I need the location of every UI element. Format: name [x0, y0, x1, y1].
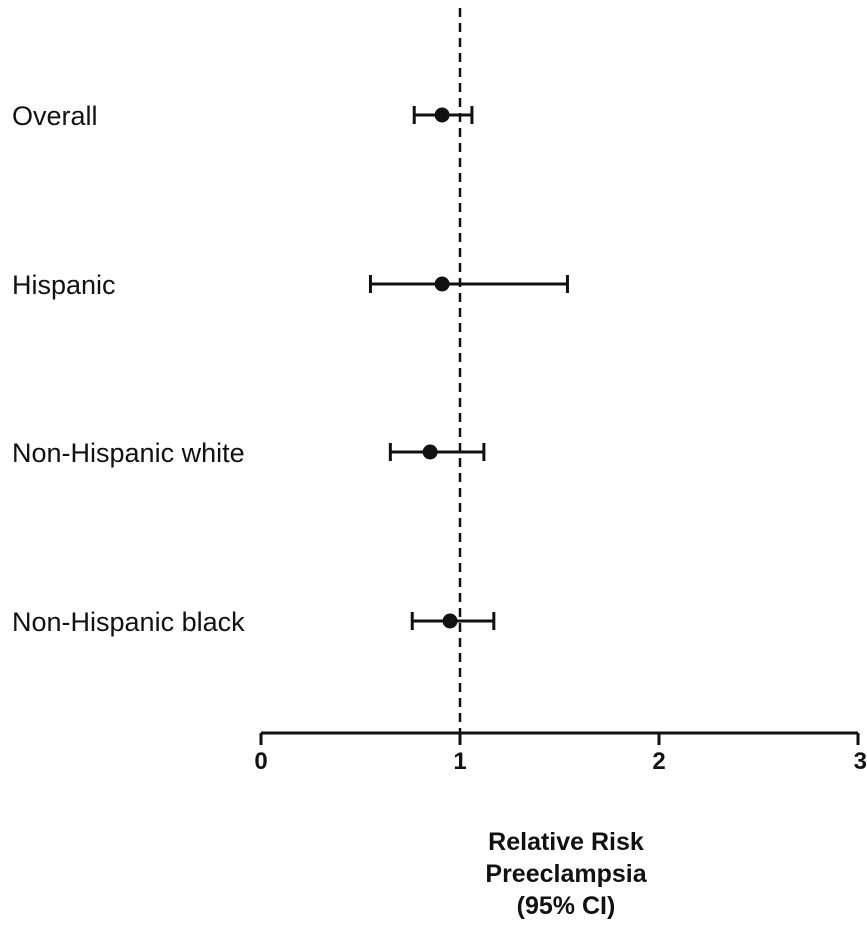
- row-label: Hispanic: [12, 270, 116, 300]
- point-estimate: [422, 444, 438, 460]
- x-axis-title-line-3: (95% CI): [516, 892, 616, 920]
- forest-row: Non-Hispanic white: [12, 438, 486, 468]
- x-tick-label: 2: [652, 748, 665, 775]
- row-label: Non-Hispanic black: [12, 607, 245, 637]
- x-tick-label: 3: [854, 748, 867, 775]
- x-axis-title: Relative Risk Preeclampsia (95% CI): [396, 826, 736, 922]
- forest-row: Overall: [12, 101, 474, 131]
- x-tick-label: 1: [453, 748, 466, 775]
- point-estimate: [434, 107, 450, 123]
- x-axis-title-line-1: Relative Risk: [488, 828, 644, 856]
- point-estimate: [434, 276, 450, 292]
- rows-layer: Overall Hispanic Non-Hispanic white Non-His…: [12, 101, 569, 637]
- row-label: Overall: [12, 101, 98, 131]
- forest-row: Hispanic: [12, 270, 569, 300]
- x-axis: 0 1 2 3: [254, 731, 867, 775]
- row-label: Non-Hispanic white: [12, 438, 245, 468]
- forest-row: Non-Hispanic black: [12, 607, 496, 637]
- x-tick-label: 0: [254, 748, 267, 775]
- point-estimate: [442, 613, 458, 629]
- x-axis-title-line-2: Preeclampsia: [485, 860, 647, 888]
